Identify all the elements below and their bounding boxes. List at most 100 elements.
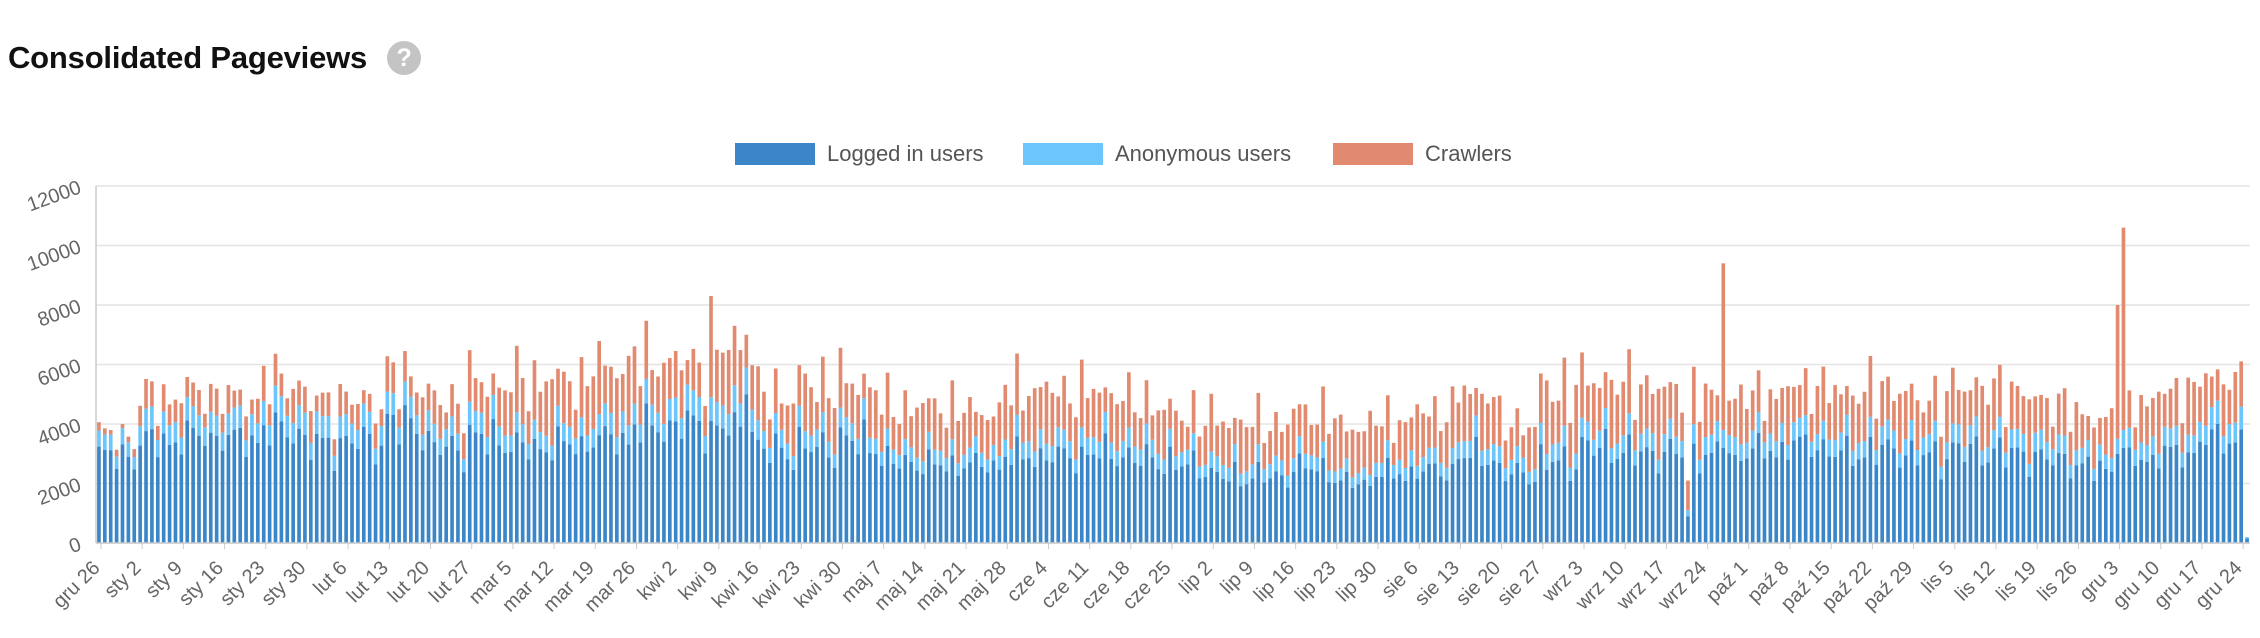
bar-logged-in <box>2133 465 2138 543</box>
bar-logged-in <box>573 454 578 543</box>
bar-anonymous <box>473 410 478 433</box>
bar-logged-in <box>503 452 507 543</box>
bar-crawlers <box>609 366 613 414</box>
bar-logged-in <box>214 435 219 543</box>
bar-logged-in <box>650 425 654 543</box>
bar-logged-in <box>2239 429 2243 543</box>
bar-logged-in <box>709 421 713 543</box>
bar-crawlers <box>1662 386 1667 435</box>
bar-anonymous <box>1739 444 1743 461</box>
bar-crawlers <box>438 405 443 439</box>
bar-logged-in <box>132 469 137 543</box>
x-tick-label: gru 24 <box>2191 557 2247 613</box>
bar-logged-in <box>179 454 184 543</box>
bar-logged-in <box>1992 448 1996 543</box>
bar-logged-in <box>909 461 913 543</box>
bar-crawlers <box>544 381 549 436</box>
bar-crawlers <box>797 365 802 406</box>
y-tick-label: 4000 <box>35 415 84 451</box>
bar-anonymous <box>1650 433 1655 451</box>
bar-crawlers <box>1209 393 1214 452</box>
bar-anonymous <box>997 456 1002 470</box>
bar-crawlers <box>1232 417 1237 445</box>
bar-crawlers <box>1480 393 1484 451</box>
bar-crawlers <box>1697 421 1702 460</box>
bar-anonymous <box>373 448 378 465</box>
bar-logged-in <box>1074 473 1078 543</box>
bar-anonymous <box>873 438 878 455</box>
bar-anonymous <box>1939 466 1943 480</box>
bar-anonymous <box>1474 415 1478 437</box>
bar-anonymous <box>108 434 113 451</box>
bar-crawlers <box>2162 393 2167 427</box>
bar-logged-in <box>1697 473 1702 543</box>
help-icon[interactable]: ? <box>387 41 422 75</box>
bar-crawlers <box>1497 395 1502 447</box>
bar-anonymous <box>615 436 619 455</box>
bar-logged-in <box>615 454 619 543</box>
bar-logged-in <box>1803 434 1808 543</box>
bar-crawlers <box>1021 410 1025 443</box>
bar-anonymous <box>1262 469 1267 483</box>
bar-crawlers <box>1091 388 1096 438</box>
bar-anonymous <box>2051 449 2055 466</box>
bar-logged-in <box>197 435 201 543</box>
bar-crawlers <box>1521 435 1525 458</box>
bar-anonymous <box>1091 437 1096 455</box>
x-tick-label: gru 26 <box>49 557 105 613</box>
bar-crawlers <box>715 349 719 403</box>
bar-logged-in <box>868 453 872 543</box>
bar-logged-in <box>438 454 443 543</box>
legend-item-anonymous-users[interactable]: Anonymous users <box>1023 141 1291 166</box>
bar-crawlers <box>238 389 243 406</box>
bar-crawlers <box>579 357 584 418</box>
bar-crawlers <box>514 345 519 413</box>
bar-crawlers <box>1356 431 1361 474</box>
bar-anonymous <box>403 381 407 406</box>
bar-logged-in <box>532 438 537 543</box>
bar-logged-in <box>1827 456 1832 543</box>
bar-anonymous <box>815 429 819 448</box>
bar-anonymous <box>562 423 566 442</box>
bar-anonymous <box>620 411 625 433</box>
y-tick-label: 12000 <box>24 177 84 217</box>
bar-logged-in <box>1085 454 1090 543</box>
bar-crawlers <box>1403 422 1408 468</box>
bar-anonymous <box>656 412 660 433</box>
bar-crawlers <box>1174 410 1178 457</box>
bar-logged-in <box>991 460 996 543</box>
bar-anonymous <box>1191 433 1196 451</box>
bar-anonymous <box>968 447 972 463</box>
bar-crawlers <box>2239 361 2243 407</box>
bar-logged-in <box>1503 481 1508 543</box>
bar-anonymous <box>1403 467 1408 481</box>
bar-logged-in <box>1956 443 1961 543</box>
bar-crawlers <box>720 352 725 406</box>
bar-crawlers <box>891 417 896 450</box>
bar-anonymous <box>314 411 319 434</box>
bar-crawlers <box>144 379 148 409</box>
x-tick-label: sie 13 <box>1411 557 1464 610</box>
bar-crawlers <box>2192 381 2196 436</box>
bar-crawlers <box>491 373 496 395</box>
bar-crawlers <box>485 396 490 438</box>
bar-logged-in <box>1038 448 1043 543</box>
bar-crawlers <box>809 387 813 436</box>
bar-anonymous <box>1815 434 1820 451</box>
bar-crawlers <box>1692 366 1696 425</box>
bar-crawlers <box>2092 427 2096 469</box>
legend-item-crawlers[interactable]: Crawlers <box>1333 141 1512 166</box>
bar-anonymous <box>297 405 301 429</box>
bar-logged-in <box>155 457 160 543</box>
bar-crawlers <box>2151 398 2155 437</box>
bar-anonymous <box>879 451 884 466</box>
bar-anonymous <box>962 454 966 469</box>
bar-anonymous <box>256 423 260 443</box>
bar-anonymous <box>279 396 284 422</box>
legend-item-logged-in-users[interactable]: Logged in users <box>735 141 984 166</box>
bar-crawlers <box>1262 443 1267 470</box>
bar-logged-in <box>414 433 419 543</box>
bar-anonymous <box>1032 451 1037 467</box>
bar-logged-in <box>1939 479 1943 543</box>
bar-anonymous <box>191 406 195 428</box>
